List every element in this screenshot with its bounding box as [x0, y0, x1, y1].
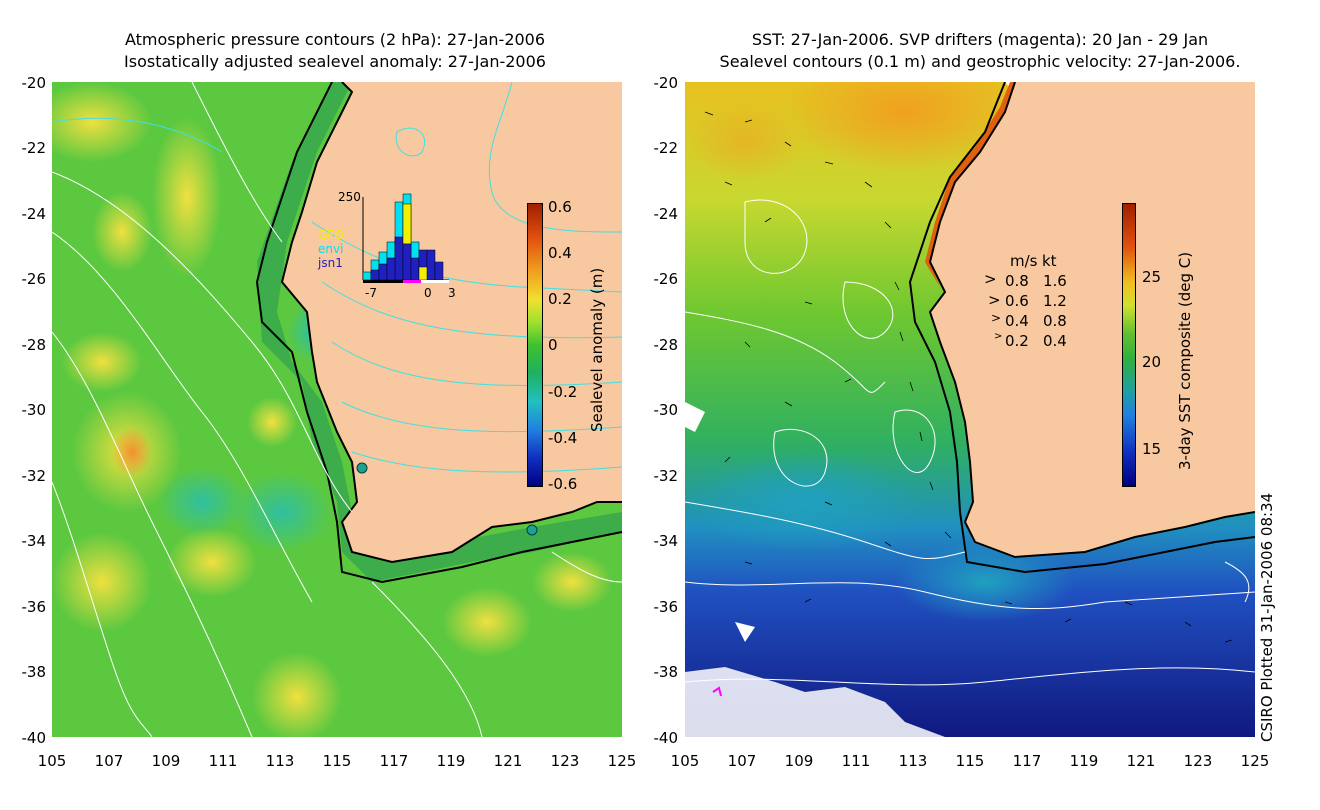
left-colorbar-title: Sealevel anomaly (m) — [588, 267, 606, 432]
velocity-legend-header-ms: m/s — [1010, 252, 1038, 270]
y-tick: -28 — [653, 336, 679, 354]
left-cbar-tick: 0.6 — [548, 198, 572, 216]
y-tick: -34 — [653, 532, 679, 550]
left-title-line1: Atmospheric pressure contours (2 hPa): 2… — [124, 30, 546, 49]
velocity-legend-arrow-icon: > — [994, 331, 1003, 342]
right-title-line1: SST: 27-Jan-2006. SVP drifters (magenta)… — [751, 30, 1209, 49]
y-tick: -40 — [653, 729, 679, 747]
y-tick: -20 — [21, 74, 47, 92]
velocity-legend-ms: 0.4 — [1005, 312, 1029, 330]
histogram-ymax: 250 — [338, 190, 361, 204]
velocity-legend-arrow-icon: > — [984, 270, 997, 288]
y-tick: -24 — [653, 205, 679, 223]
left-cbar-tick: -0.2 — [548, 383, 578, 401]
histogram-legend-gfo: GFO — [318, 228, 344, 242]
y-tick: -30 — [21, 401, 47, 419]
y-tick: -26 — [653, 270, 679, 288]
x-tick: 117 — [1012, 752, 1042, 770]
csiro-credit: CSIRO Plotted 31-Jan-2006 08:34 — [1258, 492, 1276, 742]
tide-gauge-marker — [356, 462, 368, 474]
y-tick: -36 — [21, 598, 47, 616]
y-tick: -40 — [21, 729, 47, 747]
x-tick: 125 — [607, 752, 637, 770]
right-map-svg — [685, 82, 1255, 737]
left-colorbar — [527, 203, 543, 487]
x-tick: 115 — [955, 752, 985, 770]
histogram-xtick: -7 — [365, 286, 377, 300]
velocity-legend-kt: 0.4 — [1043, 332, 1067, 350]
y-tick: -22 — [21, 139, 47, 157]
x-tick: 107 — [94, 752, 124, 770]
x-tick: 117 — [379, 752, 409, 770]
velocity-legend-ms: 0.8 — [1005, 272, 1029, 290]
x-tick: 121 — [1126, 752, 1156, 770]
right-colorbar-title: 3-day SST composite (deg C) — [1176, 251, 1194, 470]
right-cbar-tick: 15 — [1142, 440, 1162, 458]
y-tick: -28 — [21, 336, 47, 354]
y-tick: -32 — [653, 467, 679, 485]
velocity-legend-kt: 1.6 — [1043, 272, 1067, 290]
left-cbar-tick: 0.2 — [548, 290, 572, 308]
x-tick: 111 — [841, 752, 871, 770]
right-cbar-tick: 25 — [1142, 268, 1162, 286]
velocity-legend-ms: 0.2 — [1005, 332, 1029, 350]
x-tick: 105 — [37, 752, 67, 770]
left-cbar-tick: 0 — [548, 336, 558, 354]
velocity-legend-kt: 1.2 — [1043, 292, 1067, 310]
histogram-legend-envi: envi — [318, 242, 344, 256]
right-colorbar — [1122, 203, 1136, 487]
y-tick: -20 — [653, 74, 679, 92]
velocity-legend-ms: 0.6 — [1005, 292, 1029, 310]
y-tick: -26 — [21, 270, 47, 288]
x-tick: 105 — [670, 752, 700, 770]
histogram-xtick: 3 — [448, 286, 456, 300]
x-tick: 109 — [151, 752, 181, 770]
x-tick: 119 — [1069, 752, 1099, 770]
x-tick: 113 — [265, 752, 295, 770]
x-tick: 109 — [784, 752, 814, 770]
y-tick: -38 — [653, 663, 679, 681]
x-tick: 115 — [322, 752, 352, 770]
left-cbar-tick: -0.4 — [548, 429, 578, 447]
left-title-line2: Isostatically adjusted sealevel anomaly:… — [124, 52, 546, 71]
left-cbar-tick: 0.4 — [548, 244, 572, 262]
histogram-legend-jsn1: jsn1 — [318, 256, 343, 270]
y-tick: -36 — [653, 598, 679, 616]
right-map — [685, 82, 1255, 737]
tide-gauge-marker — [526, 524, 538, 536]
right-title-line2: Sealevel contours (0.1 m) and geostrophi… — [719, 52, 1241, 71]
y-tick: -32 — [21, 467, 47, 485]
y-tick: -24 — [21, 205, 47, 223]
velocity-legend-arrow-icon: > — [988, 291, 1001, 309]
x-tick: 121 — [493, 752, 523, 770]
x-tick: 123 — [1183, 752, 1213, 770]
x-tick: 113 — [898, 752, 928, 770]
left-cbar-tick: -0.6 — [548, 475, 578, 493]
velocity-legend-kt: 0.8 — [1043, 312, 1067, 330]
y-tick: -22 — [653, 139, 679, 157]
y-tick: -38 — [21, 663, 47, 681]
velocity-legend-arrow-icon: > — [991, 311, 1002, 325]
histogram-inset — [362, 193, 449, 283]
x-tick: 125 — [1240, 752, 1270, 770]
histogram-xtick: 0 — [424, 286, 432, 300]
y-tick: -34 — [21, 532, 47, 550]
y-tick: -30 — [653, 401, 679, 419]
right-cbar-tick: 20 — [1142, 353, 1162, 371]
x-tick: 111 — [208, 752, 238, 770]
velocity-legend-header-kt: kt — [1042, 252, 1057, 270]
x-tick: 119 — [436, 752, 466, 770]
x-tick: 107 — [727, 752, 757, 770]
x-tick: 123 — [550, 752, 580, 770]
